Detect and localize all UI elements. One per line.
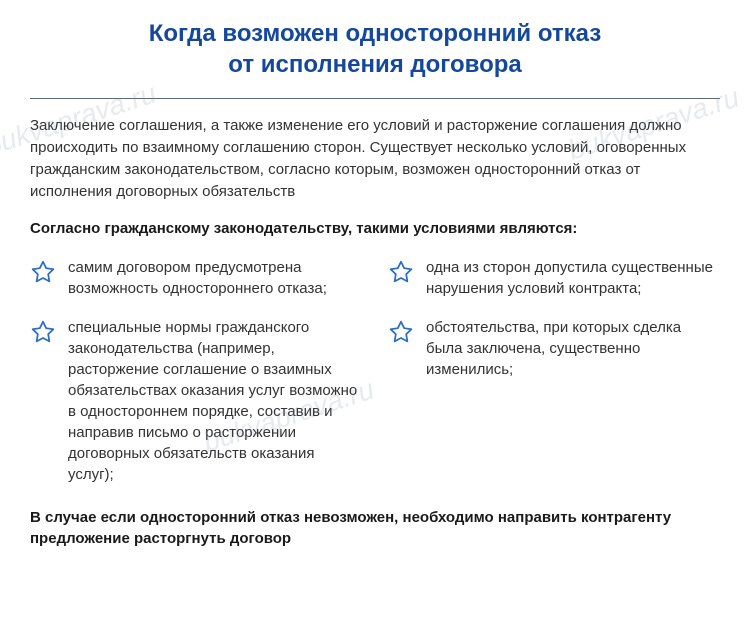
item-text: самим договором предусмотрена возможност…: [68, 257, 362, 299]
divider: [30, 98, 720, 99]
subtitle: Согласно гражданскому законодательству, …: [30, 220, 720, 237]
star-icon: [388, 319, 414, 345]
list-item: специальные нормы гражданского законодат…: [30, 317, 362, 485]
list-item: одна из сторон допустила существенные на…: [388, 257, 720, 299]
page-title: Когда возможен односторонний отказ от ис…: [30, 18, 720, 80]
star-icon: [30, 259, 56, 285]
title-line-2: от исполнения договора: [228, 51, 522, 78]
star-icon: [388, 259, 414, 285]
item-text: обстоятельства, при которых сделка была …: [426, 317, 720, 380]
item-text: специальные нормы гражданского законодат…: [68, 317, 362, 485]
conditions-grid: самим договором предусмотрена возможност…: [30, 257, 720, 485]
list-item: самим договором предусмотрена возможност…: [30, 257, 362, 299]
document-container: Когда возможен односторонний отказ от ис…: [0, 0, 750, 569]
intro-paragraph: Заключение соглашения, а также изменение…: [30, 115, 720, 202]
list-item: обстоятельства, при которых сделка была …: [388, 317, 720, 485]
item-text: одна из сторон допустила существенные на…: [426, 257, 720, 299]
title-line-1: Когда возможен односторонний отказ: [149, 20, 602, 47]
star-icon: [30, 319, 56, 345]
footer-note: В случае если односторонний отказ невозм…: [30, 507, 720, 549]
